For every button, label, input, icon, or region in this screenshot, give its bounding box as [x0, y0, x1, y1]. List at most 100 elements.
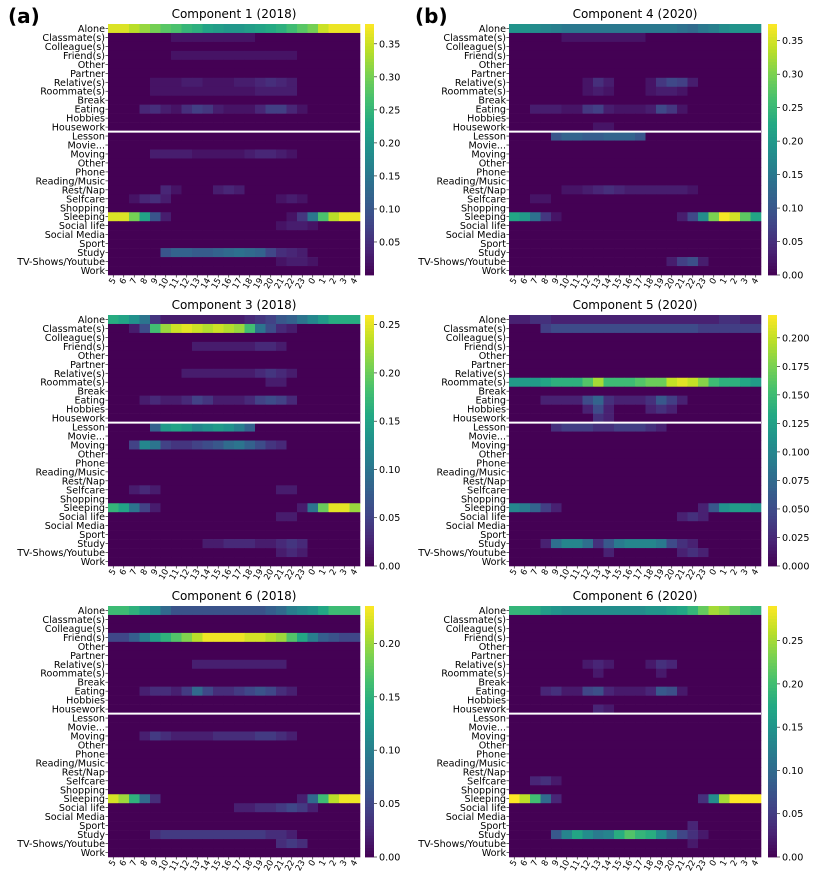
- heatmap-cell: [129, 803, 140, 813]
- heatmap-cell: [255, 386, 266, 396]
- heatmap-cell: [118, 104, 130, 114]
- heatmap-cell: [509, 776, 520, 786]
- heatmap-cell: [719, 341, 730, 352]
- heatmap-cell: [150, 431, 161, 441]
- heatmap-cell: [740, 239, 751, 249]
- colorbar-segment: [365, 525, 374, 529]
- heatmap-cell: [561, 449, 573, 459]
- heatmap-cell: [708, 767, 720, 777]
- heatmap-cell: [244, 350, 256, 361]
- heatmap-cell: [171, 221, 182, 231]
- heatmap-cell: [572, 77, 583, 88]
- heatmap-cell: [307, 404, 319, 414]
- heatmap-cell: [307, 104, 319, 114]
- heatmap-cell: [729, 606, 741, 616]
- heatmap-cell: [202, 194, 214, 204]
- heatmap-cell: [202, 677, 214, 687]
- heatmap-cell: [624, 86, 636, 97]
- heatmap-cell: [276, 158, 287, 168]
- heatmap-cell: [561, 266, 573, 276]
- heatmap-cell: [213, 785, 224, 795]
- heatmap-cell: [740, 176, 751, 186]
- heatmap-cell: [519, 176, 531, 186]
- heatmap-cell: [202, 104, 214, 114]
- heatmap-cell: [687, 614, 699, 625]
- colorbar-segment: [365, 162, 374, 166]
- heatmap-cell: [540, 386, 552, 396]
- heatmap-cell: [530, 77, 541, 88]
- heatmap-cell: [509, 368, 520, 379]
- heatmap-cell: [677, 704, 688, 714]
- heatmap-cell: [202, 386, 214, 396]
- heatmap-cell: [750, 140, 762, 150]
- heatmap-cell: [729, 758, 741, 768]
- heatmap-cell: [150, 140, 161, 150]
- heatmap-cell: [656, 404, 667, 414]
- heatmap-cell: [244, 422, 256, 432]
- heatmap-cell: [129, 266, 140, 276]
- heatmap-cell: [561, 803, 573, 813]
- heatmap-cell: [666, 503, 678, 513]
- heatmap-cell: [530, 50, 541, 61]
- colorbar-segment: [365, 693, 374, 698]
- heatmap-cell: [656, 323, 667, 334]
- heatmap-cell: [740, 230, 751, 240]
- heatmap-cell: [286, 695, 298, 705]
- heatmap-cell: [307, 722, 319, 732]
- heatmap-cell: [666, 494, 678, 504]
- heatmap-cell: [551, 758, 562, 768]
- heatmap-cell: [202, 803, 214, 813]
- heatmap-cell: [687, 485, 699, 495]
- heatmap-cell: [150, 158, 161, 168]
- heatmap-cell: [234, 606, 245, 616]
- heatmap-cell: [635, 695, 646, 705]
- heatmap-cell: [561, 422, 573, 432]
- heatmap-cell: [118, 650, 130, 661]
- heatmap-cell: [139, 677, 151, 687]
- row-label: Hobbies: [66, 696, 105, 707]
- row-label: Rest/Nap: [62, 476, 105, 487]
- heatmap-cell: [160, 413, 172, 423]
- row-label: Phone: [476, 167, 506, 178]
- heatmap-cell: [349, 122, 361, 132]
- heatmap-cell: [213, 848, 224, 858]
- heatmap-cell: [635, 677, 646, 687]
- heatmap-cell: [160, 440, 172, 450]
- heatmap-cell: [349, 794, 361, 804]
- heatmap-cell: [687, 668, 699, 679]
- heatmap-cell: [118, 839, 130, 849]
- heatmap-cell: [635, 158, 646, 168]
- heatmap-cell: [687, 539, 699, 549]
- heatmap-cell: [139, 785, 151, 795]
- heatmap-cell: [687, 266, 699, 276]
- heatmap-cell: [160, 749, 172, 759]
- heatmap-cell: [244, 512, 256, 522]
- heatmap-cell: [666, 785, 678, 795]
- heatmap-cell: [572, 767, 583, 777]
- heatmap-cell: [265, 176, 277, 186]
- heatmap-cell: [108, 140, 119, 150]
- heatmap-cell: [297, 41, 308, 52]
- heatmap-cell: [572, 368, 583, 379]
- heatmap-cell: [286, 494, 298, 504]
- heatmap-cell: [328, 104, 340, 114]
- heatmap-cell: [255, 614, 266, 625]
- colorbar-segment: [768, 531, 777, 536]
- heatmap-cell: [530, 521, 541, 531]
- heatmap-cell: [635, 332, 646, 343]
- heatmap-cell: [593, 77, 604, 88]
- x-tick-label: 19: [252, 859, 266, 873]
- heatmap-cell: [656, 476, 667, 486]
- colorbar-segment: [365, 643, 374, 648]
- heatmap-cell: [530, 785, 541, 795]
- x-tick-label: 6: [118, 568, 129, 578]
- row-label: Housework: [52, 414, 106, 425]
- heatmap-cell: [339, 668, 350, 679]
- heatmap-cell: [719, 104, 730, 114]
- heatmap-cell: [192, 50, 203, 61]
- heatmap-cell: [635, 539, 646, 549]
- heatmap-cell: [286, 659, 298, 670]
- heatmap-cell: [635, 606, 646, 616]
- heatmap-cell: [297, 668, 308, 679]
- x-tick-label: 22: [684, 277, 698, 291]
